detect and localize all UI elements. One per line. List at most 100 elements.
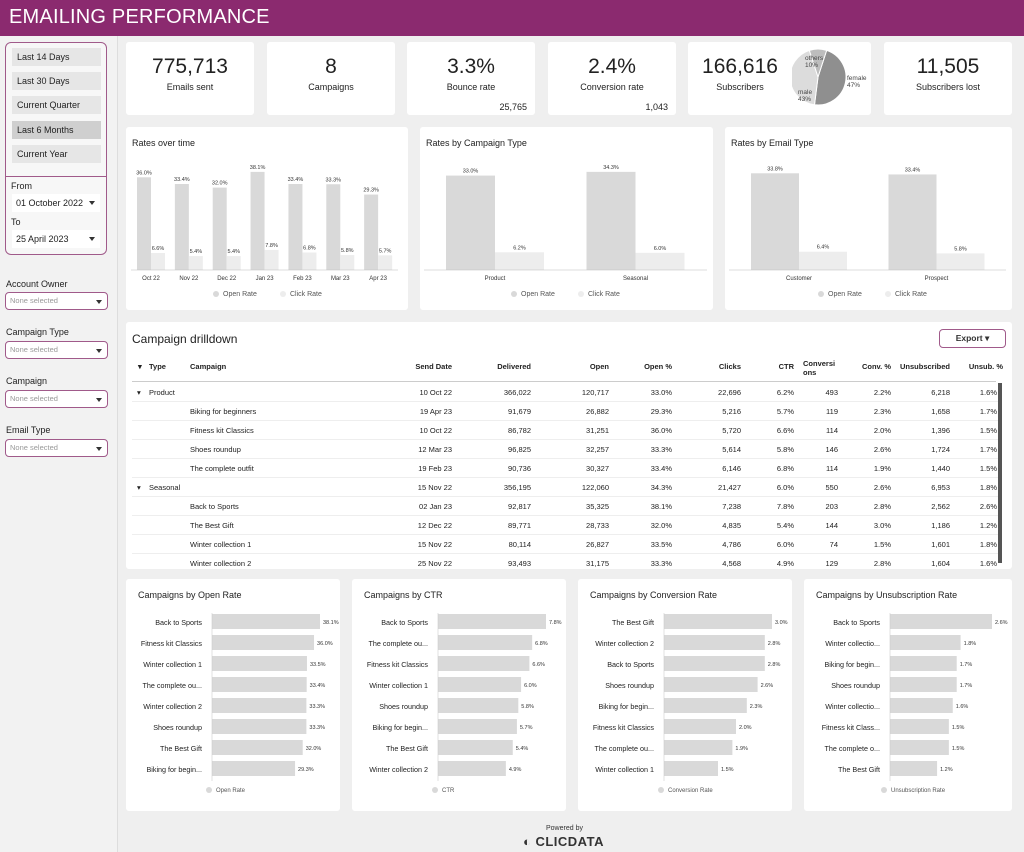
cell-unsub-pct: 1.2%: [979, 521, 997, 530]
cell-open-pct: 33.3%: [650, 445, 672, 454]
kpi-label: Conversion rate: [580, 82, 644, 92]
campaign-type-select[interactable]: None selected: [5, 341, 108, 359]
cell-campaign: Back to Sports: [190, 502, 239, 511]
cell-campaign: Winter collection 2: [190, 559, 252, 568]
bar-category-label: Biking for begin...: [598, 702, 654, 711]
chevron-down-icon: [96, 398, 102, 402]
cell-clicks: 4,568: [722, 559, 741, 568]
email-type-placeholder: None selected: [10, 443, 58, 452]
table-row[interactable]: The Best Gift 12 Dec 22 89,771 28,733 32.0% 4…: [132, 516, 998, 535]
period-current-year[interactable]: Current Year: [12, 145, 101, 163]
table-row[interactable]: Shoes roundup 12 Mar 23 96,825 32,257 33.3% 5…: [132, 440, 998, 459]
period-last-30-days[interactable]: Last 30 Days: [12, 72, 101, 90]
campaign-type-placeholder: None selected: [10, 345, 58, 354]
hbar-4: [212, 698, 307, 713]
bar-data-label: 5.8%: [521, 704, 534, 710]
table-row[interactable]: The complete outfit 19 Feb 23 90,736 30,327…: [132, 459, 998, 478]
table-row[interactable]: Winter collection 2 25 Nov 22 93,493 31,175…: [132, 554, 998, 569]
col-header-send-date[interactable]: Send Date: [415, 362, 452, 371]
col-header-conv-pct[interactable]: Conv. %: [861, 362, 891, 371]
table-row[interactable]: Winter collection 1 15 Nov 22 80,114 26,827…: [132, 535, 998, 554]
kpi-label: Emails sent: [166, 82, 214, 92]
col-header-delivered[interactable]: Delivered: [497, 362, 531, 371]
table-group-row[interactable]: ▾ Seasonal 15 Nov 22 356,195 122,060 34.3% 21,…: [132, 478, 998, 497]
expand-group-icon[interactable]: ▾: [137, 483, 141, 492]
hbar-1: [212, 635, 315, 650]
cell-open-pct: 38.1%: [650, 502, 672, 511]
bar-data-label: 6.6%: [152, 246, 165, 252]
from-date-value: 01 October 2022: [16, 198, 84, 208]
col-header-unsubscribed[interactable]: Unsubscribed: [899, 362, 950, 371]
campaigns-by-ctr-panel: Campaigns by CTR Back to Sports 7.8% The c…: [352, 579, 566, 811]
hbar-7: [890, 761, 938, 776]
bar-data-label: 38.1%: [323, 620, 339, 626]
col-header-open[interactable]: Open: [589, 362, 609, 371]
hbar-2: [890, 656, 957, 671]
table-row[interactable]: Back to Sports 02 Jan 23 92,817 35,325 38.1%…: [132, 497, 998, 516]
account-owner-select[interactable]: None selected: [5, 292, 108, 310]
col-header-ctr[interactable]: CTR: [778, 362, 794, 371]
cell-campaign: Shoes roundup: [190, 445, 241, 454]
from-date-select[interactable]: 01 October 2022: [12, 194, 100, 212]
collapse-all-icon[interactable]: ▾: [138, 362, 142, 371]
col-header-open-pct[interactable]: Open %: [644, 362, 672, 371]
cell-unsub: 1,186: [931, 521, 950, 530]
cell-conv: 144: [825, 521, 838, 530]
x-tick-label: Mar 23: [331, 276, 350, 282]
table-row[interactable]: Fitness kit Classics 10 Oct 22 86,782 31,25…: [132, 421, 998, 440]
cell-conv-pct: 2.2%: [873, 388, 891, 397]
table-row[interactable]: Biking for beginners 19 Apr 23 91,679 26,88…: [132, 402, 998, 421]
clicdata-logo: ◐ CLICDATA: [523, 834, 604, 849]
cell-date: 12 Mar 23: [418, 445, 452, 454]
kpi-subvalue: 1,043: [645, 102, 668, 112]
cell-date: 02 Jan 23: [419, 502, 452, 511]
bar-category-label: Shoes roundup: [605, 681, 654, 690]
bar-data-label: 5.7%: [520, 725, 533, 731]
hbar-0: [212, 614, 320, 629]
panel-title: Campaigns by Conversion Rate: [590, 590, 718, 600]
cell-ctr: 6.0%: [776, 540, 794, 549]
pie-value-female: 47%: [847, 82, 860, 89]
bar-data-label: 1.5%: [721, 767, 734, 773]
col-header-type[interactable]: Type: [149, 362, 166, 371]
cell-ctr: 4.9%: [776, 559, 794, 568]
hbar-4: [438, 698, 519, 713]
cell-date: 10 Oct 22: [419, 426, 452, 435]
bar-data-label: 33.4%: [905, 167, 921, 173]
bar-data-label: 33.5%: [310, 662, 326, 668]
cell-unsub-pct: 1.8%: [979, 483, 997, 492]
cell-ctr: 5.4%: [776, 521, 794, 530]
table-group-row[interactable]: ▾ Product 10 Oct 22 366,022 120,717 33.0% 22,6…: [132, 383, 998, 402]
col-header-unsub-pct[interactable]: Unsub. %: [968, 362, 1003, 371]
bar-data-label: 7.8%: [265, 243, 278, 249]
bar-category-label: Winter collection 1: [143, 660, 202, 669]
x-tick-label: Product: [485, 276, 506, 282]
bar-category-label: Fitness kit Class...: [822, 723, 880, 732]
kpi-value: 166,616: [702, 55, 778, 78]
col-header-conversions[interactable]: Conversions: [803, 359, 836, 377]
bar-data-label: 36.0%: [136, 170, 152, 176]
to-date-select[interactable]: 25 April 2023: [12, 230, 100, 248]
period-last-14-days[interactable]: Last 14 Days: [12, 48, 101, 66]
hbar-0: [890, 614, 992, 629]
period-last-6-months[interactable]: Last 6 Months: [12, 121, 101, 139]
cell-clicks: 5,720: [722, 426, 741, 435]
expand-group-icon[interactable]: ▾: [137, 388, 141, 397]
period-selector: Last 14 Days Last 30 Days Current Quarte…: [5, 42, 107, 255]
period-current-quarter[interactable]: Current Quarter: [12, 96, 101, 114]
bar-data-label: 1.7%: [960, 683, 973, 689]
bar-open-rate-1: [888, 174, 937, 270]
col-header-campaign[interactable]: Campaign: [190, 362, 227, 371]
hbar-7: [212, 761, 296, 776]
campaign-select[interactable]: None selected: [5, 390, 108, 408]
bar-data-label: 2.3%: [750, 704, 763, 710]
table-scrollbar[interactable]: [998, 383, 1002, 563]
campaigns-by-conversion-rate-panel: Campaigns by Conversion Rate The Best Gi…: [578, 579, 792, 811]
hbar-5: [212, 719, 307, 734]
bar-data-label: 36.0%: [317, 641, 333, 647]
cell-ctr: 6.6%: [776, 426, 794, 435]
export-button[interactable]: Export ▾: [939, 329, 1006, 348]
email-type-select[interactable]: None selected: [5, 439, 108, 457]
col-header-clicks[interactable]: Clicks: [718, 362, 741, 371]
